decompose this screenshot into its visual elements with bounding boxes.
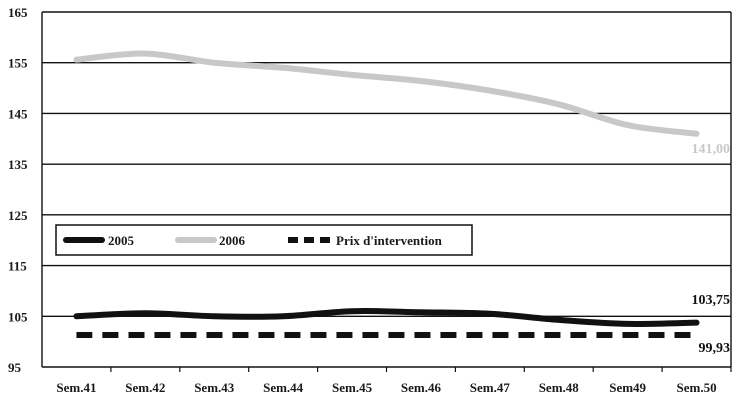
y-tick-label: 155 (8, 56, 28, 71)
x-tick-label: Sem.42 (125, 380, 165, 395)
x-tick-label: Sem.50 (677, 380, 717, 395)
x-tick-label: Sem.41 (56, 380, 96, 395)
y-tick-label: 115 (8, 259, 27, 274)
end-label-prix-intervention: 99,93 (699, 341, 731, 356)
end-label-2005: 103,75 (692, 293, 731, 308)
y-tick-label: 135 (8, 157, 28, 172)
end-label-2006: 141,00 (692, 142, 731, 157)
series-line-2005 (73, 308, 700, 327)
x-tick-label: Sem.44 (263, 380, 304, 395)
y-tick-label: 125 (8, 208, 28, 223)
legend-label-prix-intervention: Prix d'intervention (336, 233, 443, 248)
x-tick-label: Sem.47 (470, 380, 511, 395)
legend-label-2005: 2005 (108, 233, 135, 248)
legend-label-2006: 2006 (219, 233, 246, 248)
y-tick-label: 95 (8, 360, 22, 375)
x-tick-label: Sem.45 (332, 380, 373, 395)
x-tick-label: Sem.46 (401, 380, 442, 395)
legend: 2005 2006 Prix d'intervention (55, 224, 473, 256)
series-lines (73, 50, 700, 339)
legend-box (55, 224, 473, 256)
series-line-2006 (73, 50, 700, 137)
y-tick-label: 165 (8, 5, 28, 20)
x-tick-label: Sem.43 (194, 380, 235, 395)
x-axis-tick-labels: Sem.41 Sem.42 Sem.43 Sem.44 Sem.45 Sem.46 Sem.… (56, 367, 732, 395)
x-tick-label: Sem49 (609, 380, 646, 395)
data-labels: 141,00 103,75 99,93 (692, 142, 731, 356)
x-tick-label: Sem.48 (539, 380, 580, 395)
y-axis-tick-labels: 95 105 115 125 135 145 155 165 (8, 5, 28, 375)
y-tick-label: 145 (8, 106, 28, 121)
y-tick-label: 105 (8, 309, 28, 324)
